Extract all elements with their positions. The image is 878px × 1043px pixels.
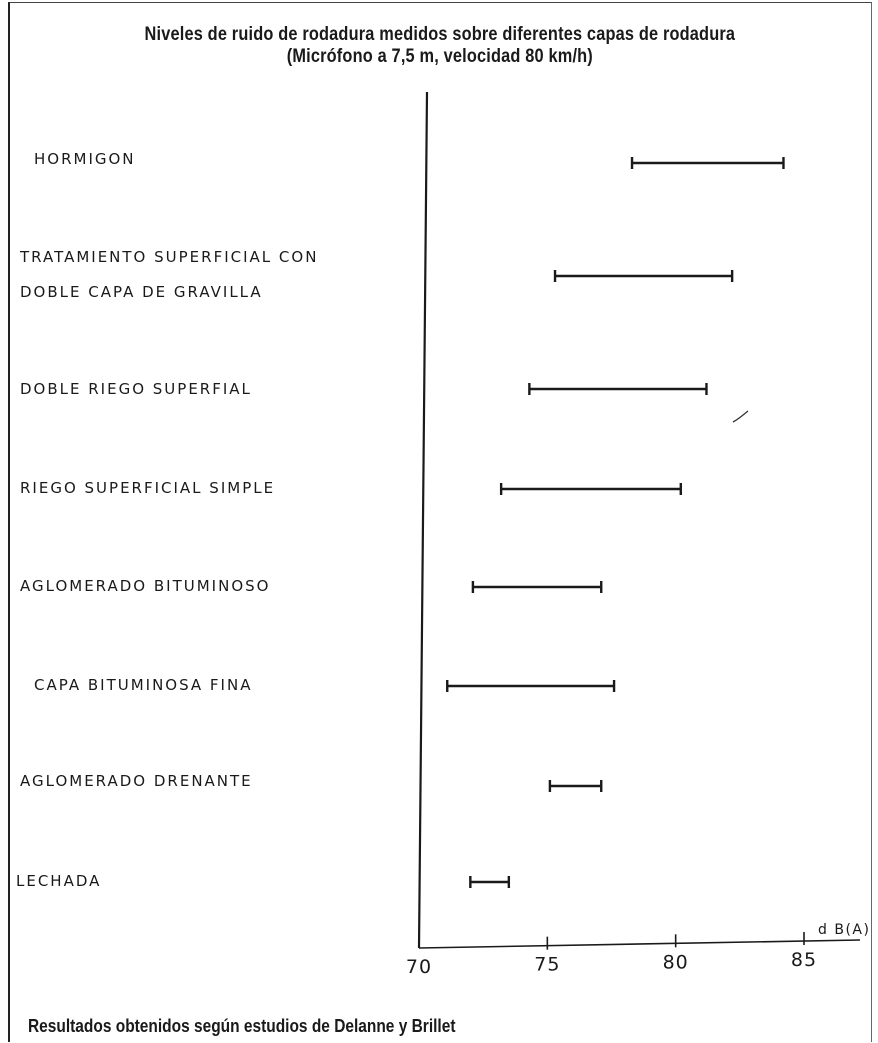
- category-label-aglomerado-drenante: AGLOMERADO DRENANTE: [20, 772, 253, 790]
- range-bar-5: [446, 680, 616, 692]
- x-tick-label-70: 70: [406, 956, 432, 978]
- range-bar-6: [548, 780, 603, 792]
- range-bar-0: [630, 157, 785, 169]
- category-label-tratamiento-line2: DOBLE CAPA DE GRAVILLA: [20, 283, 263, 301]
- range-bar-3: [499, 483, 682, 495]
- y-axis-line: [417, 91, 429, 949]
- x-axis-unit-label: d B(A): [818, 922, 870, 938]
- category-label-doble-riego: DOBLE RIEGO SUPERFIAL: [20, 380, 252, 398]
- x-axis-line: [418, 939, 861, 949]
- category-label-riego-simple: RIEGO SUPERFICIAL SIMPLE: [20, 479, 276, 497]
- category-label-aglomerado-bituminoso: AGLOMERADO BITUMINOSO: [20, 577, 271, 595]
- category-label-capa-bituminosa-fina: CAPA BITUMINOSA FINA: [34, 676, 253, 694]
- chart-title: Niveles de ruido de rodadura medidos sob…: [144, 24, 736, 45]
- x-tick-label-85: 85: [791, 949, 817, 971]
- range-bar-2: [528, 383, 708, 395]
- speck-mark: [732, 410, 749, 423]
- footnote: Resultados obtenidos según estudios de D…: [28, 1016, 456, 1036]
- chart-subtitle: (Micrófono a 7,5 m, velocidad 80 km/h): [286, 46, 593, 67]
- range-bar-1: [553, 270, 734, 282]
- range-bar-7: [469, 876, 511, 888]
- range-bar-4: [471, 581, 603, 593]
- figure-frame: [8, 2, 872, 1042]
- x-tick-label-80: 80: [663, 951, 689, 973]
- category-label-lechada: LECHADA: [16, 872, 102, 890]
- x-tick-label-75: 75: [534, 954, 560, 976]
- category-label-hormigon: HORMIGON: [34, 150, 136, 168]
- category-label-tratamiento-line1: TRATAMIENTO SUPERFICIAL CON: [20, 248, 319, 266]
